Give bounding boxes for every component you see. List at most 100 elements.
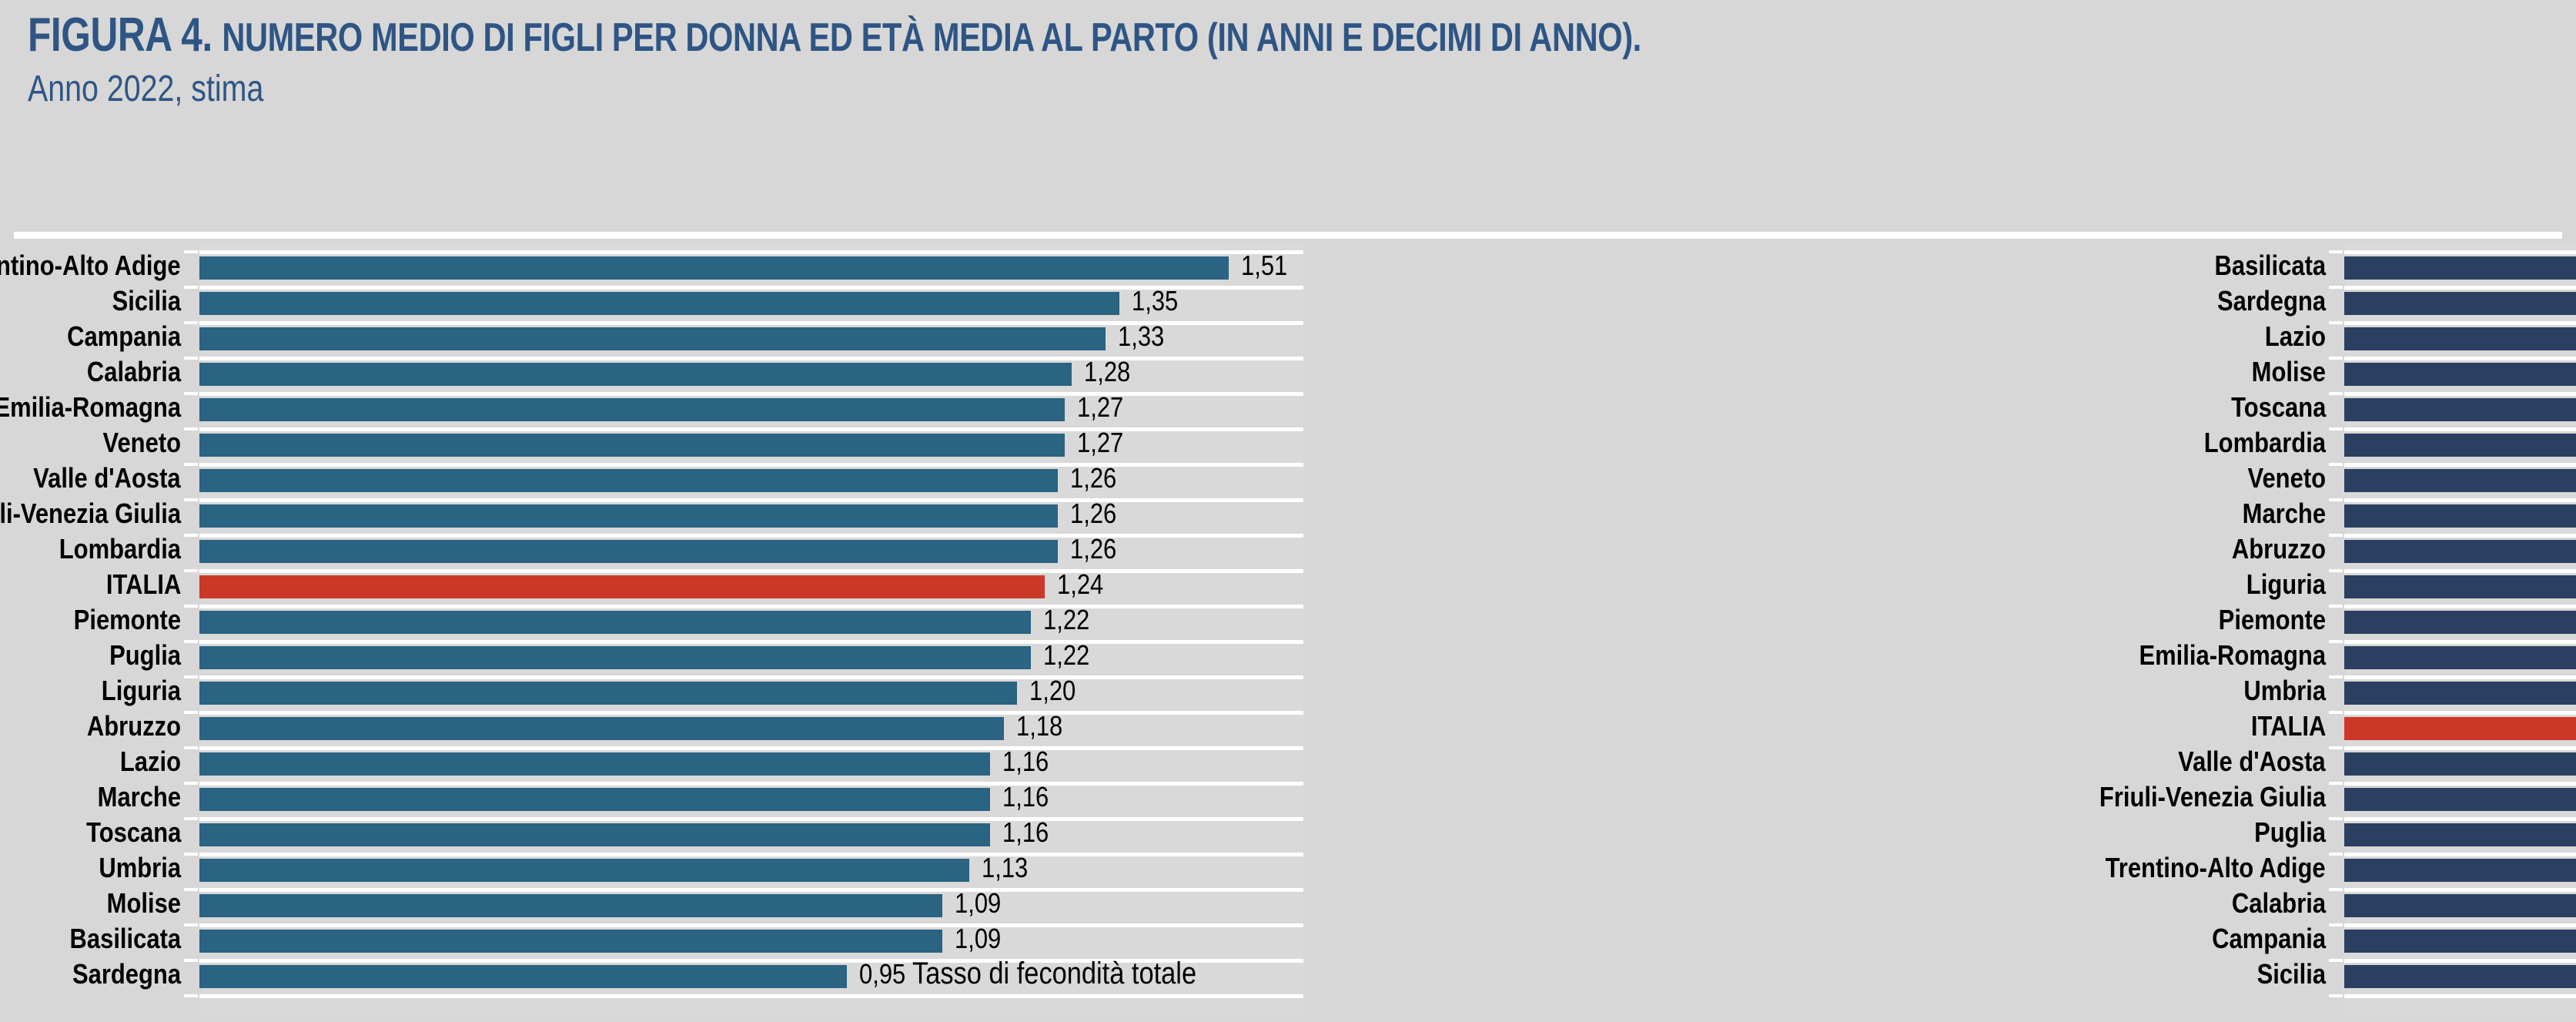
value-label: 1,09 xyxy=(955,923,1002,954)
axis-tick xyxy=(184,498,198,501)
axis-tick xyxy=(2329,392,2343,395)
axis-tick xyxy=(184,250,198,253)
value-label: 1,35 xyxy=(1132,285,1179,317)
category-label: Liguria xyxy=(2246,568,2326,600)
category-label: Basilicata xyxy=(69,923,181,954)
figure-header: FIGURA 4. NUMERO MEDIO DI FIGLI PER DONN… xyxy=(0,0,2576,193)
category-label: Emilia-Romagna xyxy=(2139,639,2326,671)
axis-tick xyxy=(2329,321,2343,324)
row-separator xyxy=(199,286,1303,290)
page-title: FIGURA 4. NUMERO MEDIO DI FIGLI PER DONN… xyxy=(28,8,1641,62)
bar xyxy=(2344,540,2576,563)
row-separator xyxy=(199,711,1303,715)
category-label: Abruzzo xyxy=(2231,533,2326,565)
category-label: Molise xyxy=(2251,356,2326,387)
bar-rows-fertility: Trentino-Alto Adige 1,51 Sicilia 1,35 Campan… xyxy=(0,243,1309,1017)
bar xyxy=(2344,965,2576,988)
axis-tick xyxy=(184,427,198,431)
bar xyxy=(2344,504,2576,528)
bar xyxy=(2344,894,2576,917)
axis-tick xyxy=(184,923,198,927)
row-separator xyxy=(199,994,1303,998)
bar xyxy=(199,540,1058,563)
value-label: 1,24 xyxy=(1057,568,1104,600)
value-label: 1,13 xyxy=(982,852,1029,883)
category-label: Friuli-Venezia Giulia xyxy=(0,498,181,529)
row-separator xyxy=(199,817,1303,821)
value-label: 1,27 xyxy=(1077,427,1124,458)
category-label: Piemonte xyxy=(2218,604,2326,635)
axis-tick xyxy=(2329,994,2343,997)
axis-tick xyxy=(184,675,198,679)
bar xyxy=(199,646,1031,669)
row-separator xyxy=(2344,321,2576,325)
bar xyxy=(199,823,990,846)
axis-tick xyxy=(2329,888,2343,891)
bar-rows-age: Basilicata33,1Sardegna33,0Lazio32,9Molis… xyxy=(1309,243,2576,1017)
row-separator xyxy=(199,923,1303,927)
bar xyxy=(199,363,1072,386)
bar xyxy=(199,894,942,917)
bar xyxy=(2344,327,2576,350)
value-label: 1,26 xyxy=(1070,533,1117,565)
row-separator xyxy=(2344,888,2576,892)
row-separator xyxy=(199,640,1303,644)
row-separator xyxy=(199,605,1303,608)
category-label: Abruzzo xyxy=(86,710,181,742)
bar xyxy=(199,682,1017,705)
row-separator xyxy=(2344,923,2576,927)
row-separator xyxy=(199,427,1303,431)
axis-tick xyxy=(2329,782,2343,785)
axis-tick xyxy=(184,605,198,608)
bar xyxy=(199,327,1106,350)
category-label: Lombardia xyxy=(59,533,181,565)
axis-tick xyxy=(2329,427,2343,431)
category-label: Marche xyxy=(97,781,181,813)
row-separator xyxy=(2344,746,2576,750)
header-divider xyxy=(14,232,2562,239)
axis-tick xyxy=(2329,959,2343,962)
category-label: Veneto xyxy=(2247,462,2326,494)
axis-tick xyxy=(184,959,198,962)
axis-tick xyxy=(184,392,198,395)
value-label: 1,51 xyxy=(1241,250,1288,281)
bar xyxy=(2344,823,2576,846)
row-separator xyxy=(199,888,1303,892)
axis-tick xyxy=(2329,569,2343,572)
axis-tick xyxy=(2329,357,2343,360)
row-separator xyxy=(2344,640,2576,644)
category-label: Calabria xyxy=(2231,887,2326,919)
row-separator xyxy=(199,746,1303,750)
category-label: Puglia xyxy=(2254,816,2326,848)
category-label: Molise xyxy=(106,887,181,919)
category-label: Calabria xyxy=(86,356,181,387)
category-label: Emilia-Romagna xyxy=(0,391,181,423)
bar xyxy=(2344,682,2576,705)
row-separator xyxy=(199,959,1303,963)
category-label: Campania xyxy=(67,320,181,352)
bar-highlight xyxy=(199,575,1045,598)
row-separator xyxy=(199,498,1303,502)
axis-tick xyxy=(2329,286,2343,289)
axis-tick xyxy=(184,569,198,572)
row-separator xyxy=(199,569,1303,573)
axis-tick xyxy=(2329,605,2343,608)
bar xyxy=(2344,469,2576,492)
bar-highlight xyxy=(2344,717,2576,740)
value-label: 1,26 xyxy=(1070,462,1117,494)
axis-tick xyxy=(2329,746,2343,749)
axis-tick xyxy=(2329,498,2343,501)
value-label: 1,16 xyxy=(1002,746,1049,777)
bar xyxy=(199,256,1229,280)
bar xyxy=(2344,752,2576,776)
value-label: 1,09 xyxy=(955,887,1002,919)
row-separator xyxy=(199,250,1303,254)
axis-tick xyxy=(2329,853,2343,856)
bar xyxy=(199,398,1065,421)
row-separator xyxy=(2344,959,2576,963)
axis-tick xyxy=(2329,250,2343,253)
axis-tick xyxy=(184,994,198,997)
value-label: 1,26 xyxy=(1070,498,1117,529)
row-separator xyxy=(2344,357,2576,360)
category-label: Umbria xyxy=(99,852,181,883)
